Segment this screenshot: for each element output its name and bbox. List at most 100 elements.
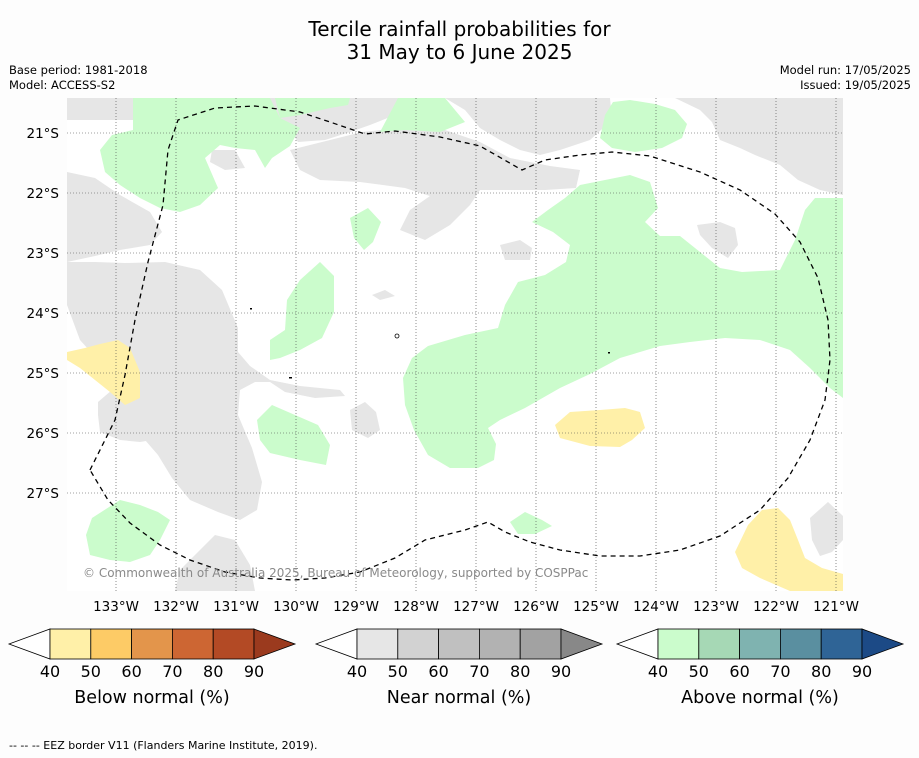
region-below-normal <box>735 508 843 591</box>
lat-label: 26°S <box>27 426 60 442</box>
colorbar-swatch <box>780 628 822 660</box>
lat-label: 23°S <box>27 246 60 262</box>
region-above-normal <box>403 175 843 468</box>
region-below-normal <box>555 408 645 447</box>
title-line-1: Tercile rainfall probabilities for <box>308 17 611 41</box>
region-above-normal <box>100 98 300 212</box>
colorbar-swatch <box>171 628 214 660</box>
lon-label: 132°W <box>153 599 199 615</box>
colorbar-title: Above normal (%) <box>681 688 839 708</box>
colorbar-swatch <box>519 628 562 660</box>
region-near-normal <box>175 535 255 591</box>
model-run: Model run: 17/05/2025 <box>779 63 911 77</box>
lon-label: 127°W <box>453 599 499 615</box>
region-near-normal <box>67 262 345 520</box>
above-normal-regions <box>86 98 843 562</box>
colorbar-3: 40 50 60 70 80 90 Above normal (%) <box>615 628 905 708</box>
colorbar-tick-label: 50 <box>388 662 408 681</box>
meta-right: Model run: 17/05/2025 Issued: 19/05/2025 <box>780 63 911 93</box>
colorbar-swatch <box>356 628 399 660</box>
island-marks <box>250 308 610 379</box>
colorbar-tick-label: 80 <box>203 662 223 681</box>
colorbar-tick-label: 60 <box>729 662 749 681</box>
colorbar-tick-label: 80 <box>811 662 831 681</box>
region-near-normal <box>500 240 532 260</box>
colorbar-extend-high <box>253 628 297 660</box>
gridlines <box>67 98 843 591</box>
region-above-normal <box>510 512 552 534</box>
lat-label: 22°S <box>27 186 60 202</box>
colorbar-swatch <box>397 628 439 660</box>
colorbar-legends: 40 50 60 70 80 90 Below normal (%) 40 50 60 70 80 90… <box>7 628 905 708</box>
colorbar-swatch <box>698 628 740 660</box>
colorbar-tick-label: 70 <box>770 662 790 681</box>
title-line-2: 31 May to 6 June 2025 <box>346 40 573 64</box>
colorbar-extend-high <box>861 628 905 660</box>
map-title: Tercile rainfall probabilities for 31 Ma… <box>0 18 919 64</box>
lat-labels: 21°S 22°S 23°S 24°S 25°S 26°S 27°S <box>27 126 60 502</box>
lat-label: 21°S <box>27 126 60 142</box>
lat-label: 24°S <box>27 306 60 322</box>
colorbar-swatch <box>739 628 781 660</box>
copyright-text: © Commonwealth of Australia 2025, Bureau… <box>83 566 588 580</box>
colorbar-swatch <box>212 628 255 660</box>
colorbar-tick-label: 50 <box>689 662 709 681</box>
colorbar-tick-label: 80 <box>510 662 530 681</box>
region-near-normal <box>810 502 843 556</box>
colorbar-swatch <box>90 628 133 660</box>
lon-label: 123°W <box>693 599 739 615</box>
island-mark <box>289 377 292 379</box>
colorbar-tick-label: 60 <box>121 662 141 681</box>
lon-label: 129°W <box>333 599 379 615</box>
lon-label: 130°W <box>273 599 319 615</box>
colorbar-tick-label: 40 <box>648 662 668 681</box>
lon-label: 133°W <box>93 599 139 615</box>
region-above-normal <box>275 98 350 118</box>
region-above-normal <box>270 262 334 360</box>
island-mark <box>608 352 610 354</box>
colorbar-swatch <box>657 628 700 660</box>
colorbar-title: Near normal (%) <box>387 688 532 708</box>
lon-label: 122°W <box>753 599 799 615</box>
colorbar-tick-label: 90 <box>244 662 264 681</box>
eez-border <box>89 105 831 581</box>
lon-label: 131°W <box>213 599 259 615</box>
meta-left: Base period: 1981-2018 Model: ACCESS-S2 <box>9 63 148 93</box>
island-mark <box>250 308 252 310</box>
colorbar-swatch <box>820 628 863 660</box>
colorbar-swatch <box>478 628 521 660</box>
issued-date: Issued: 19/05/2025 <box>800 78 911 92</box>
region-below-normal <box>67 340 140 405</box>
colorbar-tick-label: 50 <box>81 662 101 681</box>
region-above-normal <box>350 208 381 250</box>
below-normal-regions <box>67 340 843 591</box>
model-name: Model: ACCESS-S2 <box>9 78 116 92</box>
colorbar-tick-label: 90 <box>852 662 872 681</box>
colorbar-extend-low <box>615 628 659 660</box>
colorbar-swatch <box>438 628 480 660</box>
colorbar-tick-label: 60 <box>428 662 448 681</box>
region-near-normal <box>675 98 843 195</box>
region-near-normal <box>67 98 133 120</box>
colorbar-tick-label: 70 <box>162 662 182 681</box>
region-near-normal <box>290 128 580 240</box>
colorbar-2: 40 50 60 70 80 90 Near normal (%) <box>314 628 604 708</box>
region-above-normal <box>86 500 170 562</box>
colorbar-title: Below normal (%) <box>74 688 229 708</box>
map-regions: © Commonwealth of Australia 2025, Bureau… <box>67 98 843 591</box>
region-near-normal <box>372 290 395 300</box>
region-near-normal <box>445 98 612 155</box>
colorbar-tick-label: 40 <box>40 662 60 681</box>
colorbar-tick-label: 40 <box>347 662 367 681</box>
colorbar-1: 40 50 60 70 80 90 Below normal (%) <box>7 628 297 708</box>
eez-footer-note: -- -- -- EEZ border V11 (Flanders Marine… <box>9 739 318 752</box>
lon-label: 121°W <box>813 599 859 615</box>
lon-label: 128°W <box>393 599 439 615</box>
region-above-normal <box>380 98 465 132</box>
region-above-normal <box>257 405 330 465</box>
colorbar-tick-label: 70 <box>469 662 489 681</box>
colorbar-extend-low <box>314 628 358 660</box>
colorbar-tick-label: 90 <box>551 662 571 681</box>
region-near-normal <box>67 172 162 262</box>
